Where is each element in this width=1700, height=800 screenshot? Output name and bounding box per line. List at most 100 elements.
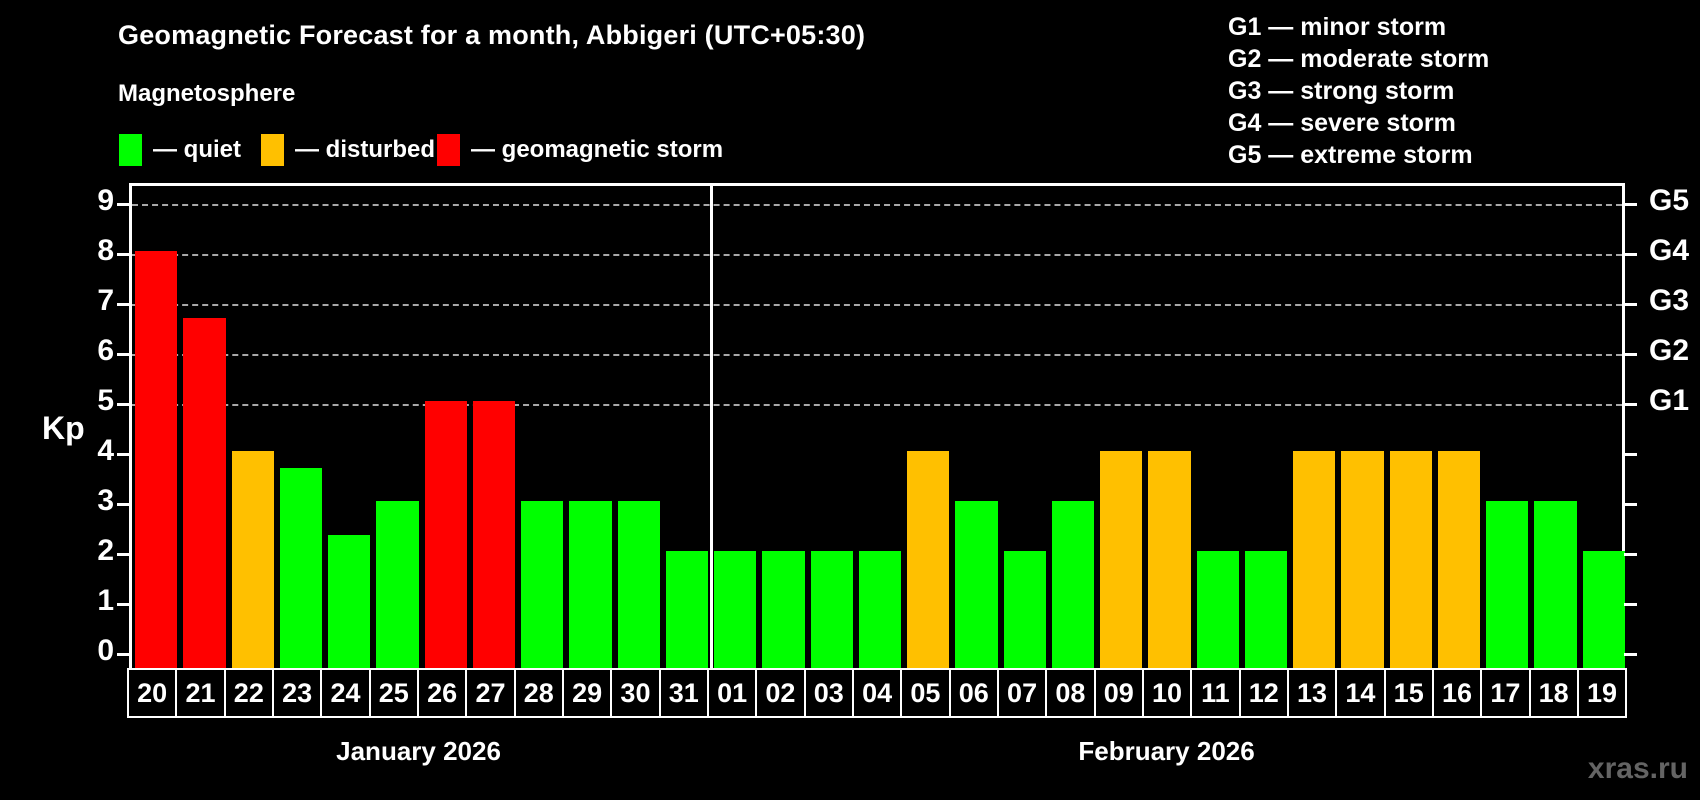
day-label-20: 20 <box>127 668 178 718</box>
day-label-06: 06 <box>948 668 999 718</box>
day-label-15: 15 <box>1383 668 1434 718</box>
day-label-07: 07 <box>996 668 1048 718</box>
day-label-19: 19 <box>1576 668 1628 718</box>
day-label-24: 24 <box>320 668 371 718</box>
bar-day-17 <box>1486 501 1529 668</box>
bar-day-19 <box>1582 551 1625 668</box>
day-label-18: 18 <box>1528 668 1579 718</box>
y-axis-right-tick-9 <box>1624 203 1637 206</box>
bar-day-13 <box>1293 451 1336 668</box>
day-label-11: 11 <box>1190 668 1241 718</box>
g-scale-label-g5: G5 <box>1649 184 1690 217</box>
watermark-xras: xras.ru <box>1587 752 1688 785</box>
g-scale-legend: G1 — minor storm G2 — moderate storm G3 … <box>1228 11 1489 171</box>
day-label-02: 02 <box>755 668 806 718</box>
y-axis-label-2: 2 <box>97 534 114 567</box>
day-label-10: 10 <box>1141 668 1193 718</box>
bar-day-16 <box>1437 451 1481 668</box>
bar-day-01 <box>714 551 757 668</box>
y-axis-label-8: 8 <box>97 234 114 267</box>
y-axis-label-3: 3 <box>97 484 114 517</box>
bar-day-04 <box>858 551 902 668</box>
day-label-16: 16 <box>1431 668 1483 718</box>
bar-day-26 <box>424 401 467 668</box>
g-scale-label-g2: G2 <box>1649 334 1690 367</box>
gridline-kp-7 <box>132 304 1622 306</box>
day-label-28: 28 <box>513 668 564 718</box>
y-axis-right-tick-8 <box>1624 253 1637 256</box>
day-label-21: 21 <box>175 668 226 718</box>
day-label-31: 31 <box>658 668 709 718</box>
legend-label-quiet: — quiet <box>153 136 241 163</box>
bar-day-10 <box>1148 451 1191 668</box>
day-label-03: 03 <box>803 668 854 718</box>
quiet-color-swatch <box>119 134 142 166</box>
month-divider <box>709 186 713 668</box>
bar-day-23 <box>279 467 323 668</box>
day-label-04: 04 <box>851 668 903 718</box>
g-scale-label-g3: G3 <box>1649 284 1690 317</box>
bar-day-25 <box>376 501 419 668</box>
day-label-14: 14 <box>1335 668 1386 718</box>
y-axis-left-tick-8 <box>117 253 130 256</box>
gridline-kp-6 <box>132 354 1622 356</box>
bar-day-22 <box>231 451 274 668</box>
y-axis-label-6: 6 <box>97 334 114 367</box>
bar-day-24 <box>328 534 371 668</box>
gridline-kp-5 <box>132 404 1622 406</box>
day-label-08: 08 <box>1045 668 1096 718</box>
day-label-13: 13 <box>1286 668 1338 718</box>
g2-legend-line: G2 — moderate storm <box>1228 45 1490 73</box>
bar-day-15 <box>1389 451 1432 668</box>
y-axis-right-tick-6 <box>1624 353 1637 356</box>
g1-legend-line: G1 — minor storm <box>1228 13 1447 41</box>
bar-day-14 <box>1341 451 1384 668</box>
y-axis-label-5: 5 <box>97 384 114 417</box>
day-label-09: 09 <box>1093 668 1144 718</box>
day-label-29: 29 <box>561 668 613 718</box>
legend-item-storm: — geomagnetic storm <box>437 133 723 167</box>
gridline-kp-9 <box>132 204 1622 206</box>
day-label-26: 26 <box>416 668 468 718</box>
bar-day-06 <box>955 501 998 668</box>
bar-day-27 <box>472 401 516 668</box>
y-axis-right-tick-1 <box>1624 603 1637 606</box>
y-axis-left-tick-6 <box>117 353 130 356</box>
bar-day-18 <box>1534 501 1577 668</box>
y-axis-title-kp: Kp <box>42 410 85 446</box>
y-axis-label-7: 7 <box>97 284 114 317</box>
magnetosphere-legend-title: Magnetosphere <box>118 80 296 107</box>
y-axis-left-tick-0 <box>117 653 130 656</box>
y-axis-left-tick-4 <box>117 453 130 456</box>
y-axis-left-tick-2 <box>117 553 130 556</box>
storm-color-swatch <box>437 134 460 166</box>
g5-legend-line: G5 — extreme storm <box>1228 141 1473 169</box>
g-scale-label-g4: G4 <box>1649 234 1690 267</box>
g-scale-label-g1: G1 <box>1649 384 1690 417</box>
y-axis-right-tick-7 <box>1624 303 1637 306</box>
bar-day-07 <box>1003 551 1046 668</box>
y-axis-left-tick-3 <box>117 503 130 506</box>
y-axis-right-tick-4 <box>1624 453 1637 456</box>
day-label-27: 27 <box>465 668 516 718</box>
gridline-kp-8 <box>132 254 1622 256</box>
legend-item-disturbed: — disturbed <box>261 133 435 167</box>
bar-day-03 <box>810 551 853 668</box>
day-label-01: 01 <box>706 668 758 718</box>
g4-legend-line: G4 — severe storm <box>1228 109 1456 137</box>
day-label-12: 12 <box>1238 668 1289 718</box>
x-axis-day-labels: 20 21 22 23 24 25 26 27 28 29 30 31 01 02 03 04 05 06 07 08… <box>127 668 1628 718</box>
day-label-30: 30 <box>610 668 661 718</box>
bar-day-08 <box>1051 501 1095 668</box>
bar-day-21 <box>183 317 226 668</box>
y-axis-right-tick-2 <box>1624 553 1637 556</box>
bar-day-20 <box>135 251 178 668</box>
bar-day-31 <box>665 551 709 668</box>
y-axis-right-tick-5 <box>1624 403 1637 406</box>
day-label-25: 25 <box>368 668 419 718</box>
y-axis-left-tick-9 <box>117 203 130 206</box>
y-axis-label-1: 1 <box>97 584 114 617</box>
g3-legend-line: G3 — strong storm <box>1228 77 1455 105</box>
bar-day-09 <box>1100 451 1143 668</box>
legend-label-storm: — geomagnetic storm <box>471 136 724 163</box>
